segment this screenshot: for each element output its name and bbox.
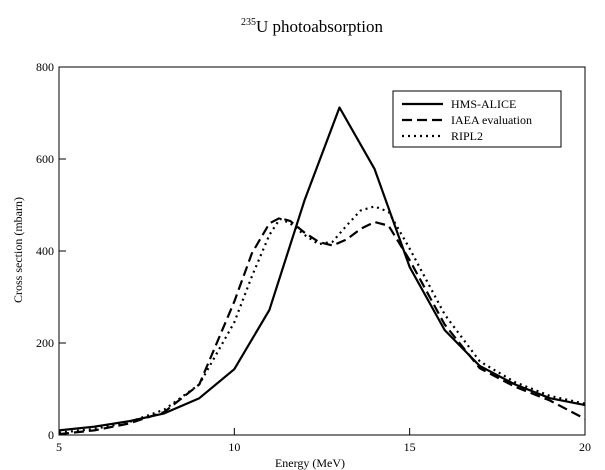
y-tick-label: 800 [36, 60, 54, 74]
x-tick-label: 15 [404, 440, 416, 454]
y-tick-label: 200 [36, 336, 54, 350]
legend-label: RIPL2 [451, 129, 483, 143]
y-axis-label: Cross section (mbarn) [11, 197, 25, 303]
x-axis-label: Energy (MeV) [275, 456, 345, 470]
chart-title: 235U photoabsorption [241, 17, 384, 36]
series-line-iaea-evaluation [58, 216, 586, 436]
legend-label: HMS-ALICE [451, 97, 516, 111]
y-tick-label: 0 [48, 428, 54, 442]
y-tick-label: 400 [36, 244, 54, 258]
series-line-ripl2 [58, 205, 586, 434]
x-tick-label: 10 [228, 440, 240, 454]
chart-title-superscript: 235 [241, 17, 256, 28]
legend-label: IAEA evaluation [451, 113, 532, 127]
x-tick-label: 5 [56, 440, 62, 454]
x-tick-label: 20 [579, 440, 591, 454]
y-tick-label: 600 [36, 152, 54, 166]
chart-title-main: U photoabsorption [256, 17, 384, 36]
series-line-hms-alice [58, 106, 586, 432]
